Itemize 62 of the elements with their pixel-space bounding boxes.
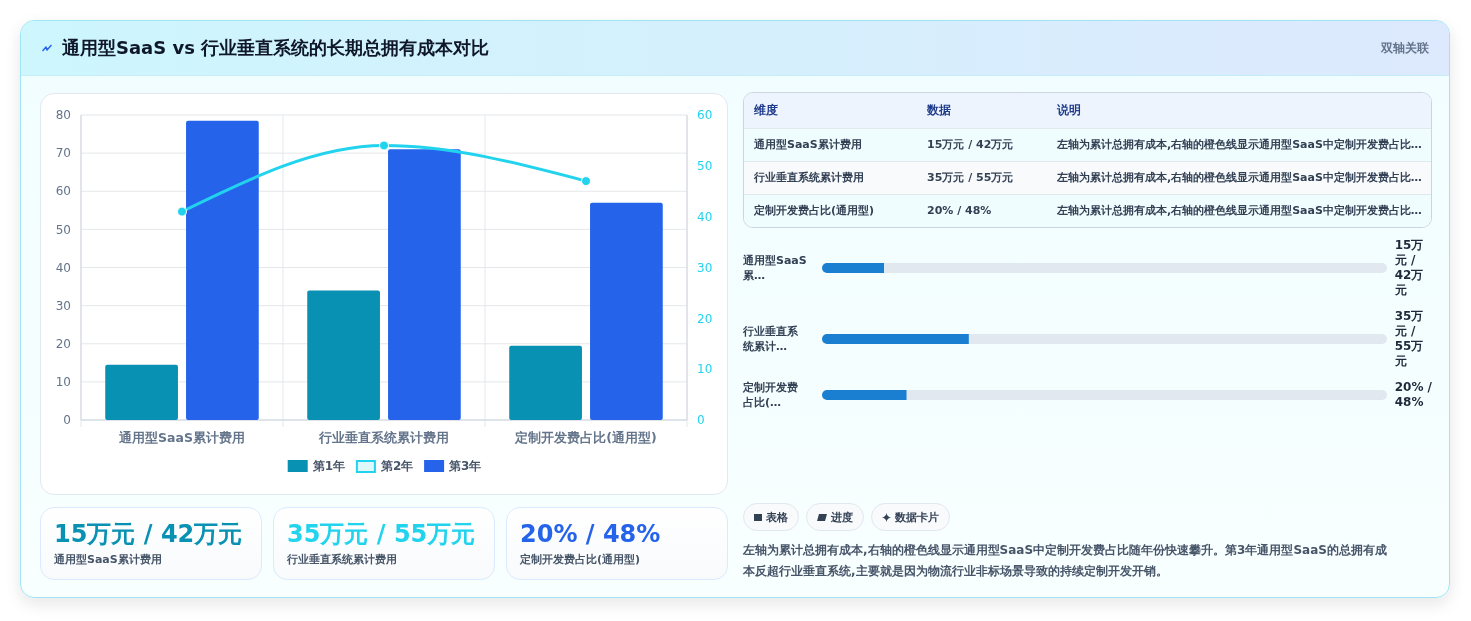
stat-card: 20% / 48% 定制开发费占比(通用型) [506,507,728,580]
text: 左轴为累计总拥有成本,右轴的橙色线显示通用型SaaS中定制开发费占比随年份快速攀升。第3年通用型SaaS的总拥有成本反超行业垂直系统,主要就是因为物流行业非标场景导致的持续定制开发开销。 [743,542,1388,580]
y-tick-label: 30 [55,298,71,313]
point [177,206,187,217]
text: 通用型SaaS vs 行业垂直系统的长期总拥有成本对比 [62,36,490,60]
point [379,140,389,151]
y-tick-label: 0 [63,413,71,428]
y2-tick-label: 30 [697,260,713,275]
text: 双轴关联 [1381,39,1429,57]
y-tick-label: 70 [55,146,71,161]
bar [906,390,1387,400]
category-label: 表格 [766,509,788,525]
chip: 表格 [743,503,799,531]
y-tick-label: 50 [55,222,71,237]
category-label: 通用型SaaS累计费用 [54,552,163,568]
table-row: 行业垂直系统累计费用 35万元 / 55万元 左轴为累计总拥有成本,右轴的橙色线显示通用型SaaS中定制开发费占比… [744,161,1431,194]
y-tick-label: 40 [55,260,71,275]
table-row: 通用型SaaS累计费用 15万元 / 42万元 左轴为累计总拥有成本,右轴的橙色线显示通用型SaaS中定制开发费占比… [744,128,1431,161]
text: 20% / 48% [1394,380,1433,409]
legend-label: 第1年 [311,459,346,474]
x-tick-label: 行业垂直系统累计费用 [318,430,449,445]
x-tick-label: 定制开发费占比(通用型) [514,430,657,445]
y-tick-label: 行业垂直系统累计… [743,324,799,354]
legend-label: 第3年 [448,459,482,474]
y-tick-label: 定制开发费占比(… [743,380,799,410]
bar [821,263,884,273]
category-label: 行业垂直系统累计费用 [287,552,398,568]
y-tick-label: 通用型SaaS累… [743,253,808,283]
stat-card: 35万元 / 55万元 行业垂直系统累计费用 [273,507,495,580]
y-tick-label: 80 [55,108,71,123]
point [581,176,591,187]
y-tick-label: 20 [55,336,71,351]
bar [883,263,1387,273]
y2-tick-label: 60 [697,108,713,123]
chip: 数据卡片 [871,503,950,531]
bar [307,290,380,420]
y2-tick-label: 0 [697,413,705,428]
bar [821,390,907,400]
legend-label: 第2年 [379,459,414,474]
y-tick-label: 60 [55,184,71,199]
category-label: 进度 [831,509,853,525]
category-label: 数据 [926,101,952,119]
category-label: 定制开发费占比(通用型) [520,552,642,568]
y-tick-label: 10 [55,375,71,390]
y2-tick-label: 40 [697,209,713,224]
bar [590,202,663,420]
text: 35万元 / 55万元 [1394,309,1424,368]
stat-card: 15万元 / 42万元 通用型SaaS累计费用 [40,507,262,580]
x-tick-label: 通用型SaaS累计费用 [118,430,245,445]
bar [509,345,582,420]
bar [186,120,259,420]
y2-tick-label: 10 [697,362,713,377]
category-label: 数据卡片 [895,509,939,525]
text: 15万元 / 42万元 [1394,238,1424,297]
category-label: 说明 [1056,101,1082,119]
y2-tick-label: 20 [697,311,713,326]
chip: 进度 [806,503,864,531]
category-label: 维度 [753,101,779,119]
table-header: 维度 数据 说明 [744,93,1431,128]
bar [105,364,178,420]
bar [388,149,461,420]
y2-tick-label: 50 [697,159,713,174]
